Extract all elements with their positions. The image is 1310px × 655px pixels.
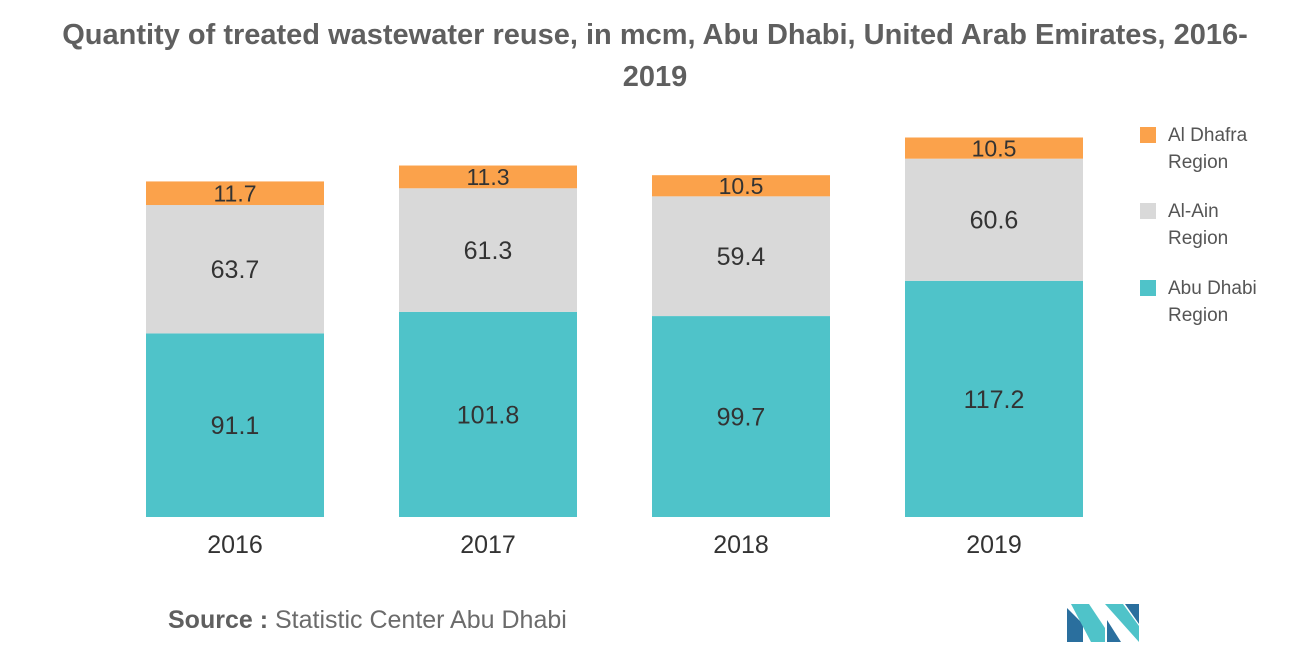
source-note: Source : Statistic Center Abu Dhabi <box>168 606 567 635</box>
legend-label-al-ain-line-2: Region <box>1168 228 1229 249</box>
bar-al-dhafra-region-2018[interactable] <box>652 175 830 197</box>
bar-al-dhafra-region-2017[interactable] <box>399 165 577 189</box>
data-label-al-ain-region-2018: 59.4 <box>717 243 766 271</box>
x-tick-label-2017: 2017 <box>460 531 516 559</box>
data-label-abu-dhabi-region-2017: 101.8 <box>457 401 520 429</box>
legend-item-abu-dhabi[interactable]: Abu Dhabi Region <box>1140 275 1288 329</box>
bar-al-ain-region-2016[interactable] <box>146 205 324 334</box>
x-tick-label-2019: 2019 <box>966 531 1022 559</box>
bar-al-dhafra-region-2019[interactable] <box>905 137 1083 159</box>
data-label-al-dhafra-region-2019: 10.5 <box>972 135 1017 161</box>
data-label-abu-dhabi-region-2018: 99.7 <box>717 404 766 432</box>
x-tick-label-2016: 2016 <box>207 531 263 559</box>
mordor-intelligence-logo-icon <box>1067 604 1139 642</box>
data-label-al-ain-region-2019: 60.6 <box>970 207 1019 235</box>
legend-swatch-al-dhafra <box>1140 127 1156 143</box>
bar-abu-dhabi-region-2016[interactable] <box>146 333 324 517</box>
data-label-al-ain-region-2017: 61.3 <box>464 237 513 265</box>
legend-swatch-abu-dhabi <box>1140 280 1156 296</box>
source-text: Statistic Center Abu Dhabi <box>274 606 567 634</box>
bar-al-ain-region-2017[interactable] <box>399 188 577 312</box>
bar-abu-dhabi-region-2017[interactable] <box>399 311 577 517</box>
data-label-al-dhafra-region-2018: 10.5 <box>719 173 764 199</box>
bar-al-ain-region-2018[interactable] <box>652 196 830 317</box>
data-label-al-ain-region-2016: 63.7 <box>211 256 260 284</box>
legend-label-al-dhafra-line-2: Region <box>1168 152 1229 173</box>
legend-label-al-ain-line-1: Al-Ain <box>1168 201 1219 222</box>
data-label-abu-dhabi-region-2019: 117.2 <box>964 386 1025 414</box>
source-label: Source : <box>168 606 269 634</box>
legend-item-al-dhafra[interactable]: Al Dhafra Region <box>1140 122 1288 176</box>
chart-title-line-1: Quantity of treated wastewater reuse, in… <box>62 19 1248 51</box>
legend-label-al-dhafra-line-1: Al Dhafra <box>1168 125 1248 146</box>
x-tick-label-2018: 2018 <box>713 531 769 559</box>
bar-al-dhafra-region-2016[interactable] <box>146 181 324 206</box>
data-label-abu-dhabi-region-2016: 91.1 <box>211 412 260 440</box>
legend-label-abu-dhabi-line-1: Abu Dhabi <box>1168 278 1257 299</box>
legend-item-al-ain[interactable]: Al-Ain Region <box>1140 198 1288 252</box>
legend-label-abu-dhabi-line-2: Region <box>1168 305 1229 326</box>
data-label-al-dhafra-region-2016: 11.7 <box>213 181 256 207</box>
legend-swatch-al-ain <box>1140 203 1156 219</box>
data-label-al-dhafra-region-2017: 11.3 <box>466 164 509 190</box>
chart-title-line-2: 2019 <box>622 61 688 93</box>
bar-al-ain-region-2019[interactable] <box>905 158 1083 281</box>
chart-title: Quantity of treated wastewater reuse, in… <box>0 14 1310 98</box>
bar-abu-dhabi-region-2018[interactable] <box>652 316 830 517</box>
bar-abu-dhabi-region-2019[interactable] <box>905 280 1083 517</box>
